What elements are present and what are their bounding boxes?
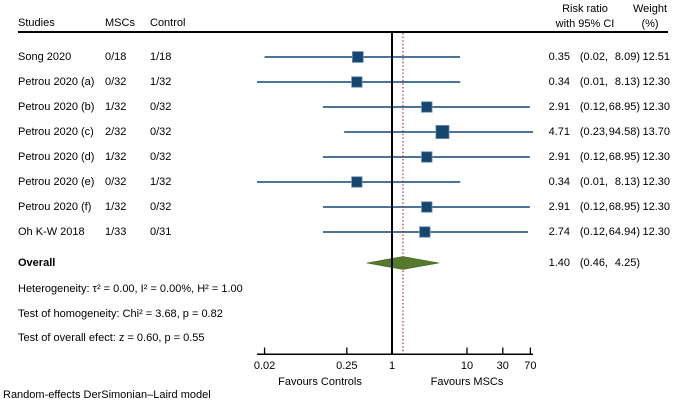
ci-high-value: 8.13) xyxy=(614,176,640,188)
axis-tick-label: 70 xyxy=(524,360,537,372)
overall-label: Overall xyxy=(18,257,56,269)
study-label: Petrou 2020 (c) xyxy=(18,126,94,138)
homogeneity-test: Test of homogeneity: Chi² = 3.68, p = 0.… xyxy=(18,308,223,320)
col-header-risk-ratio-line2: with 95% CI xyxy=(555,18,615,30)
risk-ratio-value: 2.91 xyxy=(548,201,570,213)
study-label: Petrou 2020 (d) xyxy=(18,151,95,163)
mscs-count: 1/32 xyxy=(105,151,127,163)
heterogeneity-stats: Heterogeneity: τ² = 0.00, I² = 0.00%, H²… xyxy=(18,283,243,295)
weight-value: 12.30 xyxy=(642,151,670,163)
risk-ratio-value: 0.34 xyxy=(548,76,570,88)
weight-value: 12.30 xyxy=(642,101,670,113)
col-header-risk-ratio-line1: Risk ratio xyxy=(562,3,608,15)
col-header-weight-line1: Weight xyxy=(632,3,668,15)
axis-tick-label: 10 xyxy=(460,360,474,372)
weight-value: 12.51 xyxy=(642,51,670,63)
study-label: Petrou 2020 (b) xyxy=(18,101,95,113)
estimate-square xyxy=(421,201,433,213)
study-label: Petrou 2020 (a) xyxy=(18,76,95,88)
estimate-square xyxy=(421,151,433,163)
study-label: Oh K-W 2018 xyxy=(18,226,85,238)
axis-tick-label: 0.02 xyxy=(253,360,276,372)
ci-low-value: (0.23, xyxy=(579,126,608,138)
axis-tick-label: 1 xyxy=(388,360,396,372)
control-count: 1/18 xyxy=(150,51,172,63)
ci-high-value: 8.13) xyxy=(614,76,640,88)
ci-high-value: 94.58) xyxy=(608,126,640,138)
ci-high-value: 64.94) xyxy=(608,226,640,238)
risk-ratio-value: 0.34 xyxy=(548,176,570,188)
risk-ratio-value: 2.74 xyxy=(548,226,570,238)
ci-low-value: (0.12, xyxy=(579,101,608,113)
study-label: Petrou 2020 (e) xyxy=(18,176,95,188)
study-label: Petrou 2020 (f) xyxy=(18,201,92,213)
risk-ratio-value: 2.91 xyxy=(548,151,570,163)
mscs-count: 0/32 xyxy=(105,76,127,88)
ci-high-value: 68.95) xyxy=(608,101,640,113)
estimate-square xyxy=(421,101,433,113)
axis-tick-label: 0.25 xyxy=(336,360,358,372)
model-footnote: Random-effects DerSimonian–Laird model xyxy=(3,389,211,401)
ci-high-value: 4.25) xyxy=(614,257,640,269)
weight-value: 12.30 xyxy=(642,201,670,213)
control-count: 0/32 xyxy=(150,151,172,163)
favours-mscs-label: Favours MSCs xyxy=(430,376,504,388)
axis-tick-label: 30 xyxy=(496,360,509,372)
control-count: 1/32 xyxy=(150,176,172,188)
mscs-count: 1/33 xyxy=(105,226,127,238)
header-rule xyxy=(18,31,668,33)
favours-controls-label: Favours Controls xyxy=(278,376,362,388)
ci-low-value: (0.01, xyxy=(579,176,608,188)
ci-low-value: (0.12, xyxy=(579,226,608,238)
risk-ratio-value: 0.35 xyxy=(548,51,570,63)
estimate-square xyxy=(419,226,431,238)
ci-high-value: 68.95) xyxy=(608,151,640,163)
weight-value: 12.30 xyxy=(642,76,670,88)
estimate-square xyxy=(351,51,364,63)
ci-low-value: (0.02, xyxy=(579,51,608,63)
study-label: Song 2020 xyxy=(18,51,72,63)
risk-ratio-value: 2.91 xyxy=(548,101,570,113)
control-count: 0/32 xyxy=(150,126,172,138)
ci-low-value: (0.46, xyxy=(579,257,608,269)
ci-high-value: 68.95) xyxy=(608,201,640,213)
overall-effect-test: Test of overall efect: z = 0.60, p = 0.5… xyxy=(18,332,205,344)
weight-value: 13.70 xyxy=(642,126,670,138)
col-header-mscs: MSCs xyxy=(105,17,135,29)
control-count: 0/32 xyxy=(150,101,172,113)
col-header-studies: Studies xyxy=(18,17,55,29)
col-header-control: Control xyxy=(150,17,186,29)
col-header-weight-line2: (%) xyxy=(641,18,659,30)
mscs-count: 0/18 xyxy=(105,51,127,63)
overall-diamond xyxy=(366,256,440,270)
risk-ratio-value: 4.71 xyxy=(548,126,570,138)
risk-ratio-value: 1.40 xyxy=(548,257,570,269)
ci-high-value: 8.09) xyxy=(614,51,640,63)
mscs-count: 0/32 xyxy=(105,176,127,188)
mscs-count: 1/32 xyxy=(105,101,127,113)
weight-value: 12.30 xyxy=(642,176,670,188)
ci-low-value: (0.01, xyxy=(579,76,608,88)
estimate-square xyxy=(351,176,363,188)
mscs-count: 1/32 xyxy=(105,201,127,213)
control-count: 0/32 xyxy=(150,201,172,213)
control-count: 0/31 xyxy=(150,226,172,238)
ci-low-value: (0.12, xyxy=(579,201,608,213)
estimate-square xyxy=(351,76,363,88)
control-count: 1/32 xyxy=(150,76,172,88)
mscs-count: 2/32 xyxy=(105,126,127,138)
weight-value: 12.30 xyxy=(642,226,670,238)
ci-low-value: (0.12, xyxy=(579,151,608,163)
estimate-square xyxy=(435,125,450,139)
